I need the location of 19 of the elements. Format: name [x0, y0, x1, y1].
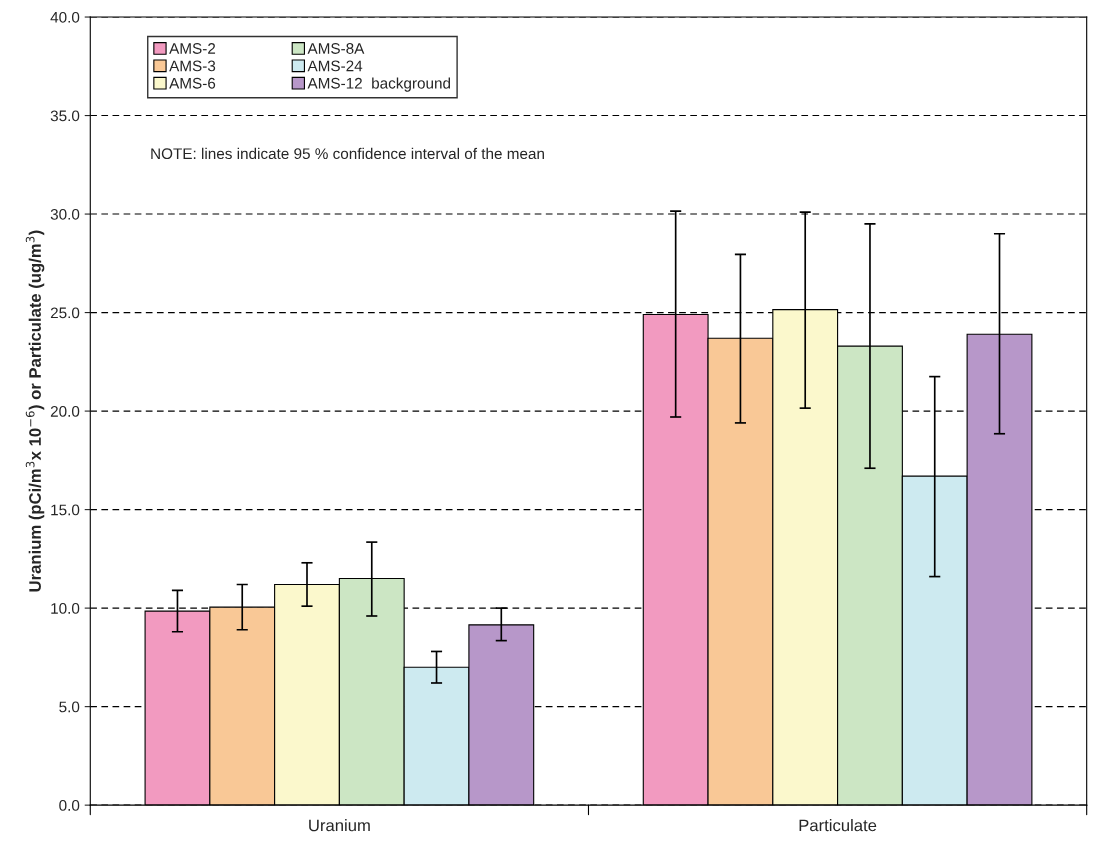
y-tick-label: 10.0	[51, 602, 80, 614]
y-axis-title: Uranium (pCi/m$^{3}$x 10$^{−6}$) or Particulate (ug/m$^{3}$)	[25, 230, 45, 592]
y-tick-label: 0.0	[59, 800, 80, 811]
legend-label: AMS-8A	[307, 43, 365, 54]
y-tick-label: 15.0	[51, 504, 80, 516]
y-tick-label: 25.0	[50, 307, 80, 319]
y-tick-label: 35.0	[50, 110, 80, 122]
legend-label: AMS-2	[169, 43, 216, 54]
y-tick-label: 5.0	[59, 701, 80, 713]
legend-label: AMS-6	[169, 77, 216, 89]
y-tick-label: 30.0	[50, 208, 80, 220]
y-tick-label: 20.0	[50, 405, 80, 417]
legend-label: AMS-3	[169, 60, 216, 72]
annotation: NOTE: lines indicate 95 % confidence interval of the mean	[151, 147, 544, 160]
x-tick-label: Uranium	[309, 819, 370, 832]
legend-label: AMS-24	[307, 60, 363, 72]
legend-label: AMS-12 background	[307, 77, 451, 92]
x-tick-label: Particulate	[799, 819, 877, 832]
y-tick-label: 40.0	[50, 11, 80, 23]
